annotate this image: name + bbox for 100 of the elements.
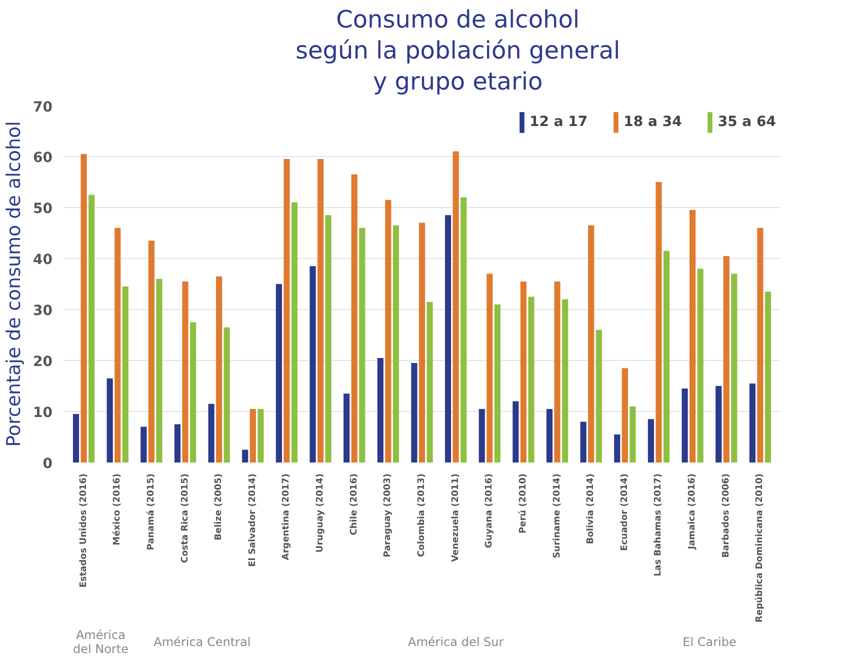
legend-label: 12 a 17 — [529, 114, 588, 130]
bar — [174, 424, 181, 462]
x-tick-label: Bolivia (2014) — [586, 473, 596, 544]
x-tick-label: Perú (2010) — [517, 473, 528, 534]
x-tick-label: Uruguay (2014) — [316, 473, 326, 553]
bar — [156, 278, 162, 462]
bar — [122, 286, 128, 462]
bar — [216, 276, 222, 462]
bar — [291, 202, 298, 462]
bar — [690, 210, 696, 462]
bar — [580, 422, 586, 462]
y-tick-label: 50 — [33, 201, 53, 217]
bar — [377, 358, 384, 462]
bar — [88, 194, 95, 462]
x-tick-label: Ecuador (2014) — [620, 474, 630, 551]
bar — [310, 266, 316, 462]
text: América del Norte — [72, 628, 128, 656]
bar — [208, 404, 214, 462]
bar — [224, 327, 230, 462]
legend-label: 18 a 34 — [624, 114, 682, 130]
bar — [630, 406, 636, 462]
y-axis-title: Porcentaje de consumo de alcohol — [3, 121, 26, 447]
bar — [528, 296, 534, 462]
bar — [614, 434, 620, 462]
bar — [546, 408, 553, 462]
x-tick-label: Venezuela (2011) — [450, 474, 461, 562]
x-tick-label: Guyana (2016) — [484, 474, 495, 548]
bar — [351, 174, 358, 462]
bar — [190, 322, 196, 462]
bar — [682, 388, 688, 462]
bar — [182, 281, 188, 462]
x-tick-label: Argentina (2017) — [282, 473, 292, 560]
bar — [648, 419, 654, 462]
bar — [242, 450, 248, 462]
bar — [106, 378, 113, 462]
bar — [460, 197, 467, 462]
x-tick-label: Barbados (2006) — [721, 473, 732, 558]
text: América Central — [154, 635, 251, 650]
x-tick-label: Jamaica (2016) — [688, 473, 698, 550]
bar — [317, 159, 324, 462]
bar — [418, 222, 426, 462]
bar — [445, 215, 452, 462]
bar — [757, 228, 764, 462]
bar — [426, 302, 433, 462]
legend-label: 35 a 64 — [718, 114, 776, 130]
bar — [716, 386, 722, 462]
x-tick-label: República Dominicana (2010) — [754, 473, 766, 622]
bar — [325, 215, 332, 462]
bar — [276, 284, 282, 462]
bar — [554, 281, 560, 462]
bar — [663, 250, 670, 462]
bar — [411, 363, 418, 462]
bar — [148, 240, 154, 462]
bar — [622, 368, 628, 462]
bar — [697, 268, 704, 462]
bar — [344, 394, 350, 462]
bar — [385, 200, 392, 462]
x-tick-label: Chile (2016) — [349, 473, 360, 536]
bar — [72, 414, 80, 462]
bar — [452, 151, 459, 462]
chart-title: Consumo de alcohol según la población general y grupo etario — [296, 6, 620, 96]
text: El Caribe — [682, 635, 736, 650]
bar — [764, 292, 772, 462]
bar — [512, 401, 519, 462]
x-tick-label: Belize (2005) — [214, 473, 224, 540]
y-tick-label: 30 — [33, 303, 53, 319]
bar — [520, 281, 527, 462]
y-tick-label: 20 — [33, 354, 53, 370]
x-tick-label: El Salvador (2014) — [248, 473, 258, 567]
bar — [588, 225, 594, 462]
bar — [596, 330, 602, 462]
bar — [258, 408, 264, 462]
bar — [749, 383, 756, 462]
x-tick-label: Las Bahamas (2017) — [654, 473, 664, 576]
bar — [494, 304, 500, 462]
x-tick-label: México (2016) — [112, 473, 123, 546]
bar — [114, 228, 121, 462]
bar — [478, 408, 485, 462]
bar — [731, 274, 738, 462]
x-tick-label: Colombia (2013) — [417, 473, 427, 557]
x-tick-label: Estados Unidos (2016) — [78, 474, 89, 588]
bar — [392, 225, 399, 462]
bar — [359, 228, 366, 462]
x-tick-label: Paraguay (2003) — [383, 473, 394, 558]
y-tick-label: 70 — [33, 100, 53, 116]
bar — [140, 426, 147, 462]
x-tick-label: Costa Rica (2015) — [180, 473, 190, 563]
y-tick-label: 60 — [33, 150, 53, 166]
bar — [723, 256, 730, 462]
bar — [284, 159, 290, 462]
x-tick-label: Panamá (2015) — [145, 473, 156, 550]
bar — [562, 299, 568, 462]
x-tick-label: Suriname (2014) — [552, 473, 562, 558]
bar — [656, 182, 662, 462]
y-tick-label: 40 — [33, 252, 53, 268]
bar — [486, 274, 493, 462]
y-tick-label: 10 — [33, 405, 53, 421]
bar — [80, 154, 87, 462]
text: América del Sur — [408, 635, 504, 650]
y-tick-label: 0 — [42, 456, 53, 472]
